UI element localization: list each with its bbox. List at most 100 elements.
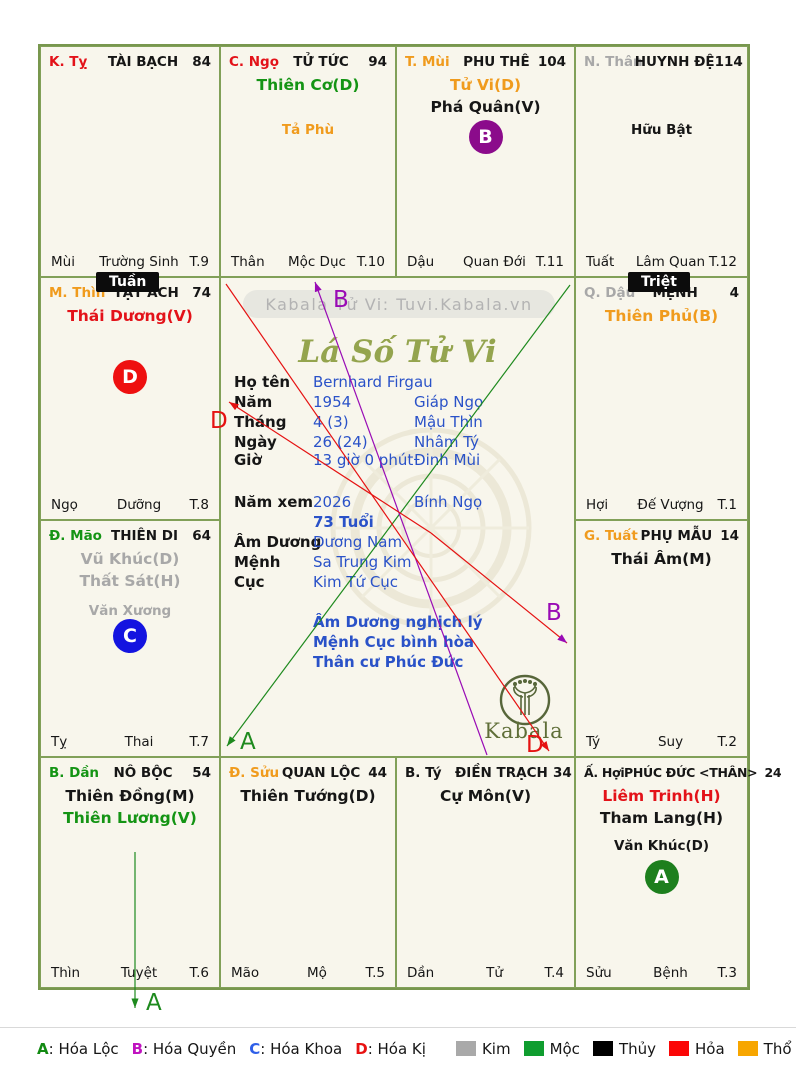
sub-star: Tả Phù [281, 122, 335, 138]
palace-stem: Đ. Mão [49, 528, 102, 544]
palace-footer: Thân Mộc Dục T.10 [231, 254, 385, 270]
t-label: T.3 [717, 965, 737, 981]
van-label: Tử [486, 965, 503, 981]
info-label: Năm [234, 393, 273, 411]
triet-tag: Triệt [628, 272, 690, 292]
palace-tai-bach: K. Tỵ TÀI BẠCH 84 Mùi Trường Sinh T.9 [40, 46, 220, 277]
palace-header: N. Thân HUYNH ĐỆ 114 [584, 54, 743, 70]
star: Thiên Phủ(B) [604, 307, 719, 325]
branch-label: Thìn [51, 965, 81, 981]
destiny-note: Âm Dương nghịch lý [313, 613, 483, 631]
van-label: Dưỡng [116, 497, 162, 513]
palace-header: B. Tý ĐIỀN TRẠCH 34 [405, 765, 572, 781]
palace-name: THIÊN DI [110, 528, 178, 544]
palace-header: T. Mùi PHU THÊ 104 [405, 54, 566, 70]
info-value: Bernhard Firgau [313, 373, 433, 391]
t-label: T.4 [544, 965, 564, 981]
van-label: Mộ [307, 965, 327, 981]
palace-stem: Q. Dậu [584, 285, 636, 301]
destiny-note: Thân cư Phúc Đức [313, 653, 464, 671]
star: Tử Vi(D) [449, 76, 522, 94]
info-value: Kim Tứ Cục [313, 573, 399, 591]
t-label: T.8 [189, 497, 209, 513]
legend-element-moc: Mộc [523, 1040, 580, 1058]
palace-number: 34 [553, 765, 572, 781]
palace-footer: Tỵ Thai T.7 [51, 734, 209, 750]
palace-name: ĐIỀN TRẠCH [455, 765, 548, 781]
main-stars: Thiên Tướng(D) [221, 785, 395, 807]
info-label: Ngày [234, 433, 277, 451]
info-label: Âm Dương [234, 533, 322, 551]
t-label: T.9 [189, 254, 209, 270]
van-label: Tuyệt [120, 965, 158, 981]
info-value: 4 (3) [313, 413, 349, 431]
hoa-quyen-badge: B [468, 120, 503, 154]
info-value: Nhâm Tý [414, 433, 480, 451]
t-label: T.1 [717, 497, 737, 513]
palace-footer: Hợi Đế Vượng T.1 [586, 497, 737, 513]
main-stars: Thái Âm(M) [576, 548, 747, 570]
palace-name: PHÚC ĐỨC <THÂN> [624, 765, 758, 780]
main-stars: Vũ Khúc(D) Thất Sát(H) [41, 548, 219, 592]
palace-stem: K. Tỵ [49, 54, 88, 70]
star: Phá Quân(V) [430, 98, 541, 116]
destiny-note: Mệnh Cục bình hòa [313, 633, 475, 651]
thuy-swatch [592, 1041, 613, 1056]
star: Tham Lang(H) [599, 809, 724, 827]
legend-hoa-quyen: BHóa Quyền [132, 1040, 237, 1058]
palace-number: 114 [714, 54, 743, 70]
palace-phuc-duc-than: Ấ. Hợi PHÚC ĐỨC <THÂN> 24 Liêm Trinh(H) … [575, 757, 782, 988]
palace-stem: B. Tý [405, 765, 442, 781]
palace-no-boc: B. Dần NÔ BỘC 54 Thiên Đồng(M) Thiên Lươ… [40, 757, 220, 988]
palace-number: 94 [368, 54, 387, 70]
palace-stem: N. Thân [584, 54, 643, 70]
palace-header: Đ. Sửu QUAN LỘC 44 [229, 765, 387, 781]
info-label: Năm xem [234, 493, 314, 511]
palace-tu-tuc: C. Ngọ TỬ TỨC 94 Thiên Cơ(D) Tả Phù Thân… [220, 46, 396, 277]
palace-name: PHỤ MẪU [640, 528, 713, 544]
info-value: Đinh Mùi [414, 451, 481, 469]
info-value: Mậu Thìn [414, 413, 483, 431]
palace-name: NÔ BỘC [113, 765, 173, 781]
palace-tat-ach: M. Thìn TẬT ÁCH 74 Thái Dương(V) D Ngọ D… [40, 277, 220, 520]
t-label: T.2 [717, 734, 737, 750]
legend-hoa-khoa: CHóa Khoa [249, 1040, 342, 1058]
info-value: Sa Trung Kim [313, 553, 412, 571]
info-value: Giáp Ngọ [414, 393, 484, 411]
palace-phu-the: T. Mùi PHU THÊ 104 Tử Vi(D) Phá Quân(V) … [396, 46, 575, 277]
palace-number: 44 [368, 765, 387, 781]
palace-dien-trach: B. Tý ĐIỀN TRẠCH 34 Cự Môn(V) Dần Tử T.4 [396, 757, 575, 988]
palace-number: 74 [192, 285, 211, 301]
palace-quan-loc: Đ. Sửu QUAN LỘC 44 Thiên Tướng(D) Mão Mộ… [220, 757, 396, 988]
branch-label: Tỵ [51, 734, 68, 750]
palace-header: B. Dần NÔ BỘC 54 [49, 765, 211, 781]
t-label: T.12 [708, 254, 737, 270]
t-label: T.6 [189, 965, 209, 981]
arrow-label-a: A [146, 990, 162, 1016]
main-stars: Cự Môn(V) [397, 785, 574, 807]
main-stars: Liêm Trinh(H) Tham Lang(H) [576, 785, 747, 829]
t-label: T.11 [535, 254, 564, 270]
palace-number: 54 [192, 765, 211, 781]
legend-element-thuy: Thủy [592, 1040, 656, 1058]
palace-number: 104 [537, 54, 566, 70]
branch-label: Dần [407, 965, 435, 981]
palace-phu-mau: G. Tuất PHỤ MẪU 14 Thái Âm(M) Tý Suy T.2 [575, 520, 748, 757]
palace-stem: C. Ngọ [229, 54, 279, 70]
hoa-swatch [669, 1041, 689, 1056]
palace-number: 64 [192, 528, 211, 544]
info-value: 13 giờ 0 phút [313, 451, 414, 469]
palace-stem: Ấ. Hợi [584, 765, 625, 780]
legend-hoa-ki: DHóa Kị [355, 1040, 426, 1058]
legend-row: AHóa Lộc BHóa Quyền CHóa Khoa DHóa Kị Ki… [37, 1036, 792, 1062]
palace-footer: Dậu Quan Đới T.11 [407, 254, 564, 270]
star: Liêm Trinh(H) [602, 787, 721, 805]
palace-stem: B. Dần [49, 765, 100, 781]
info-value: Dương Nam [313, 533, 403, 551]
info-label: Tháng [234, 413, 287, 431]
branch-label: Mão [231, 965, 260, 981]
legend-element-hoa: Hỏa [669, 1040, 725, 1058]
main-stars: Thái Dương(V) [41, 305, 219, 327]
palace-footer: Mão Mộ T.5 [231, 965, 385, 981]
star: Thiên Cơ(D) [256, 76, 360, 94]
